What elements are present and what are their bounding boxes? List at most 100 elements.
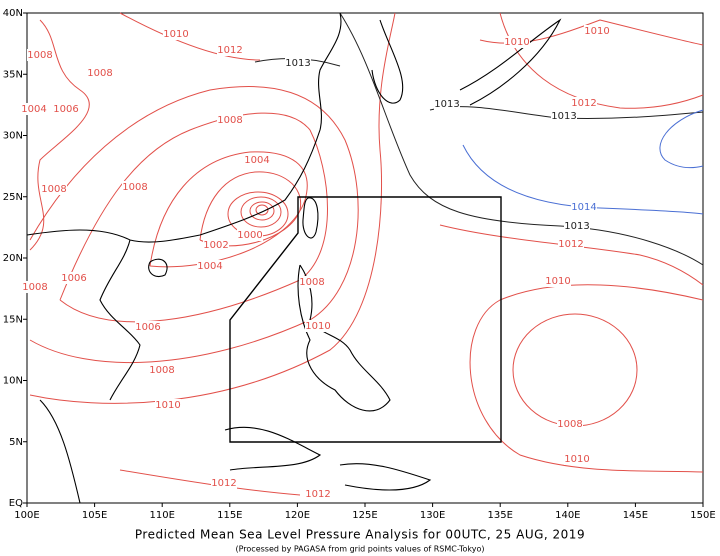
isobar-label: 1008 xyxy=(27,50,52,61)
map-frame xyxy=(26,12,704,504)
isobar xyxy=(119,469,301,496)
y-tick-label: EQ xyxy=(9,498,23,509)
y-tick-label: 10N xyxy=(3,376,23,387)
isobar xyxy=(339,12,704,266)
label-bg xyxy=(237,229,263,241)
isobar-label: 1013 xyxy=(551,111,576,122)
label-bg xyxy=(434,98,460,110)
label-bg xyxy=(41,183,67,195)
label-bg xyxy=(87,67,113,79)
x-tick-label: 145E xyxy=(623,510,648,521)
isobar xyxy=(199,171,302,247)
isobar-label: 1008 xyxy=(217,115,242,126)
label-bg xyxy=(217,114,243,126)
isobar-label: 1008 xyxy=(41,184,66,195)
isobar-label: 1008 xyxy=(299,277,324,288)
isobar-label: 1013 xyxy=(564,221,589,232)
y-tick-label: 5N xyxy=(9,437,23,448)
x-tick-label: 100E xyxy=(14,510,39,521)
isobar-label: 1014 xyxy=(571,202,596,213)
coastline xyxy=(459,18,562,106)
coastlines xyxy=(26,12,562,504)
label-bg xyxy=(557,418,583,430)
label-bg xyxy=(217,44,243,56)
isobar-label: 1006 xyxy=(61,273,86,284)
x-tick-label: 115E xyxy=(217,510,242,521)
isobar-label: 1004 xyxy=(21,104,46,115)
isobar-label: 1010 xyxy=(564,454,589,465)
isobar-label: 1012 xyxy=(558,239,583,250)
label-bg xyxy=(571,201,597,213)
isobar xyxy=(469,284,704,473)
isobar-label: 1010 xyxy=(504,37,529,48)
label-bg xyxy=(584,25,610,37)
coastline xyxy=(371,19,404,104)
x-tick-label: 135E xyxy=(487,510,512,521)
label-bg xyxy=(211,477,237,489)
y-tick-label: 30N xyxy=(3,131,23,142)
isobar-label: 1008 xyxy=(122,182,147,193)
isobar-label: 1000 xyxy=(237,230,262,241)
isobar xyxy=(462,144,704,215)
isobar xyxy=(119,12,261,61)
isobar-label: 1012 xyxy=(217,45,242,56)
label-bg xyxy=(163,28,189,40)
isobar-label: 1008 xyxy=(22,282,47,293)
coastline xyxy=(26,12,342,243)
map-title: Predicted Mean Sea Level Pressure Analys… xyxy=(135,528,585,542)
isobar-label: 1010 xyxy=(155,400,180,411)
coastline xyxy=(148,258,168,278)
isobar-label: 1010 xyxy=(305,321,330,332)
isobar-label: 1008 xyxy=(87,68,112,79)
coastline xyxy=(39,399,81,504)
isobar-label: 1013 xyxy=(285,58,310,69)
y-tick-label: 25N xyxy=(3,192,23,203)
isobar xyxy=(149,151,308,268)
isobar xyxy=(29,86,359,364)
isobar xyxy=(439,224,704,286)
x-tick-label: 130E xyxy=(420,510,445,521)
isobar xyxy=(29,12,396,404)
isobar-label: 1002 xyxy=(203,240,228,251)
x-tick-label: 105E xyxy=(82,510,107,521)
isobar xyxy=(249,201,275,221)
label-bg xyxy=(155,399,181,411)
coastline xyxy=(339,463,432,491)
isobar xyxy=(29,19,90,251)
label-bg xyxy=(551,110,577,122)
responsibility-area xyxy=(229,196,502,443)
label-bg xyxy=(122,181,148,193)
y-tick-label: 35N xyxy=(3,69,23,80)
isobar-label: 1008 xyxy=(149,365,174,376)
coastline xyxy=(99,239,141,401)
x-tick-label: 140E xyxy=(555,510,580,521)
x-tick-label: 125E xyxy=(352,510,377,521)
isobar-label: 1008 xyxy=(557,419,582,430)
label-bg xyxy=(571,97,597,109)
isobar-label: 1010 xyxy=(584,26,609,37)
label-bg xyxy=(27,49,53,61)
label-bg xyxy=(21,103,47,115)
y-tick-label: 15N xyxy=(3,314,23,325)
label-bg xyxy=(305,320,331,332)
isobar-label: 1012 xyxy=(571,98,596,109)
x-tick-label: 110E xyxy=(149,510,174,521)
label-bg xyxy=(149,364,175,376)
coastline xyxy=(224,426,322,471)
label-bg xyxy=(299,276,325,288)
label-bg xyxy=(545,275,571,287)
y-tick-label: 20N xyxy=(3,253,23,264)
isobar xyxy=(240,196,282,228)
isobar-labels: 1010 1012 1013 1008 1008 1006 1004 1008 1004 1008… xyxy=(21,25,610,500)
label-bg xyxy=(504,36,530,48)
isobar-label: 1012 xyxy=(305,489,330,500)
x-tick-label: 120E xyxy=(285,510,310,521)
label-bg xyxy=(61,272,87,284)
isobar-label: 1013 xyxy=(434,99,459,110)
isobar-label: 1010 xyxy=(163,29,188,40)
isobar xyxy=(659,109,704,169)
label-bg xyxy=(244,154,270,166)
label-bg xyxy=(53,103,79,115)
x-tick-label: 150E xyxy=(690,510,715,521)
